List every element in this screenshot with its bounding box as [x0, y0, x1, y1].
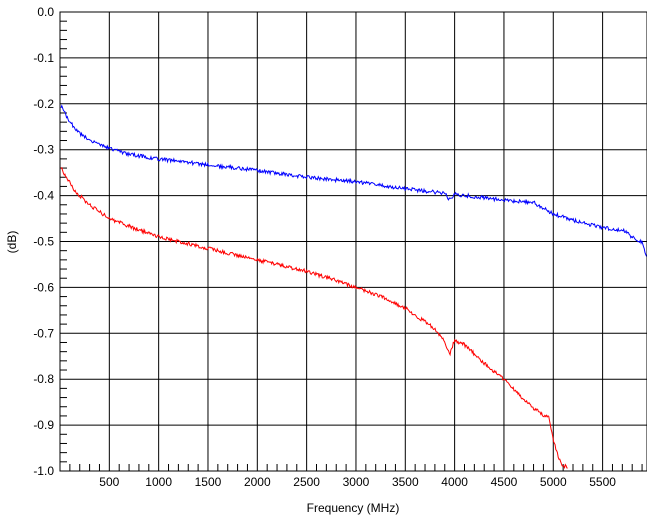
- y-tick-label: -0.7: [33, 326, 54, 340]
- x-tick-label: 2500: [293, 475, 320, 489]
- x-tick-label: 1000: [145, 475, 172, 489]
- y-tick-label: -0.9: [33, 418, 54, 432]
- minor-ticks: [60, 20, 643, 471]
- x-tick-label: 500: [99, 475, 119, 489]
- y-axis-label: (dB): [5, 231, 19, 254]
- x-tick-label: 5000: [540, 475, 567, 489]
- y-tick-label: 0.0: [37, 5, 54, 19]
- x-tick-label: 1500: [195, 475, 222, 489]
- series-line-1: [60, 104, 647, 257]
- x-tick-label: 2000: [244, 475, 271, 489]
- x-tick-labels: 500 1000 1500 2000 2500 3000 3500 4000 4500 5000 5…: [99, 475, 616, 489]
- series-layer: [60, 104, 647, 470]
- y-tick-label: -0.3: [33, 143, 54, 157]
- y-tick-label: -0.2: [33, 97, 54, 111]
- x-tick-label: 4500: [491, 475, 518, 489]
- x-tick-label: 4000: [441, 475, 468, 489]
- x-tick-label: 3500: [392, 475, 419, 489]
- y-tick-label: -0.1: [33, 51, 54, 65]
- series-line-2: [60, 166, 568, 470]
- y-tick-label: -0.4: [33, 189, 54, 203]
- x-tick-label: 3000: [343, 475, 370, 489]
- y-tick-label: -0.6: [33, 280, 54, 294]
- y-tick-label: -0.5: [33, 235, 54, 249]
- y-tick-label: -0.8: [33, 372, 54, 386]
- x-axis-label: Frequency (MHz): [307, 501, 400, 515]
- plot-frame: [59, 11, 647, 472]
- x-tick-label: 5500: [589, 475, 616, 489]
- y-tick-label: -1.0: [33, 464, 54, 478]
- y-tick-labels: 0.0 -0.1 -0.2 -0.3 -0.4 -0.5 -0.6 -0.7 -0.8 -0.9 -…: [33, 5, 54, 478]
